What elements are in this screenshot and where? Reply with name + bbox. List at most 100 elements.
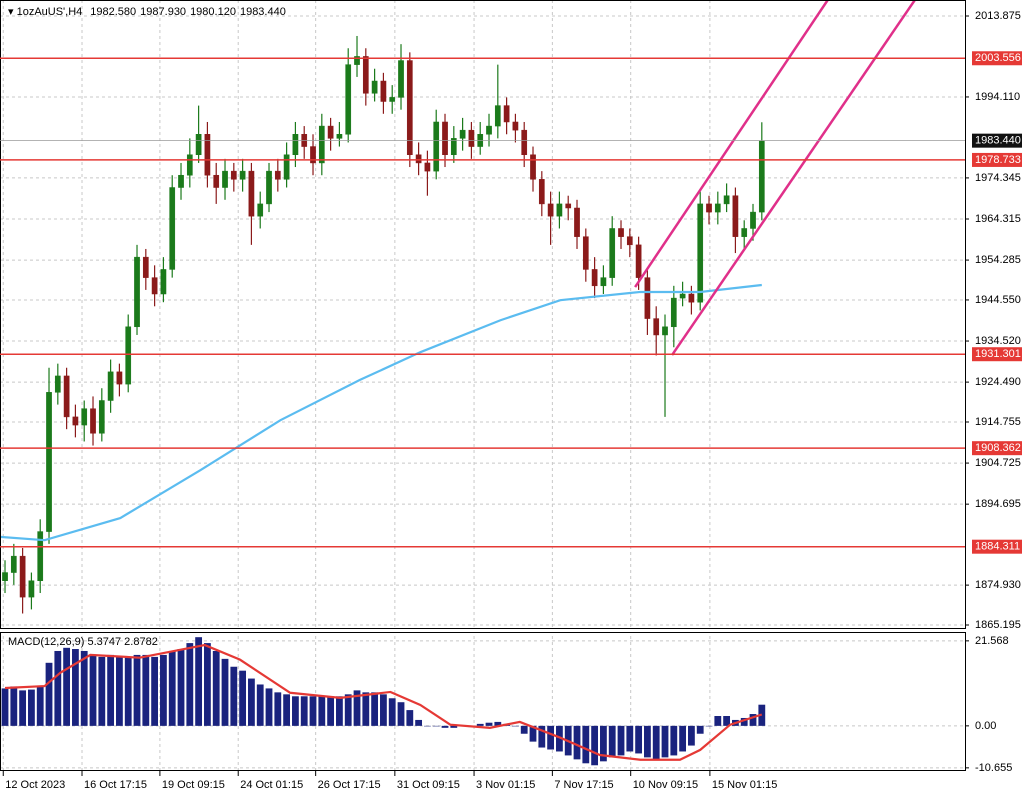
candle-body [732, 195, 739, 237]
candle-body [336, 134, 343, 139]
candle-body [538, 179, 545, 205]
histogram-bar [265, 688, 273, 726]
candle-body [512, 121, 519, 131]
histogram-bar [89, 654, 97, 726]
macd-pane-frame [0, 632, 966, 771]
y-tick-label: 21.568 [975, 635, 1009, 647]
histogram-bar [177, 649, 185, 726]
y-tick-label: 1904.725 [975, 457, 1021, 469]
candle-body [248, 170, 255, 217]
y-tick-label: 1934.520 [975, 335, 1021, 347]
candle-body [424, 162, 431, 172]
histogram-bar [300, 696, 308, 726]
level-label: 1978.733 [975, 154, 1021, 166]
histogram-bar [600, 725, 607, 762]
candle-body [503, 105, 510, 123]
candle-body [257, 203, 264, 217]
histogram-bar [617, 725, 625, 756]
candle-body [142, 256, 149, 278]
histogram-bar [239, 670, 247, 726]
histogram-bar [204, 643, 211, 726]
histogram-bar [151, 656, 159, 726]
candle-body [398, 60, 404, 98]
histogram-bar [45, 662, 53, 726]
x-tick-label: 24 Oct 01:15 [240, 779, 303, 791]
candle-body [222, 170, 228, 188]
candle-body [134, 256, 140, 328]
histogram-bar [476, 723, 484, 726]
x-tick-label: 3 Nov 01:15 [476, 779, 535, 791]
candle-body [644, 277, 651, 319]
histogram-bar [723, 716, 731, 726]
histogram-bar [256, 684, 264, 726]
candle-body [750, 211, 756, 229]
channel-line [671, 0, 916, 356]
histogram-bar [98, 656, 106, 726]
histogram-bar [432, 725, 440, 727]
x-tick-label: 16 Oct 17:15 [84, 779, 147, 791]
candle-body [19, 555, 26, 598]
candle-body [46, 392, 52, 532]
histogram-bar [626, 725, 634, 752]
histogram-bar [309, 696, 317, 726]
histogram-bar [142, 654, 150, 726]
histogram-bar [212, 650, 220, 726]
channel-line [634, 0, 829, 288]
histogram-bar [327, 696, 335, 726]
histogram-bar [652, 725, 660, 760]
y-tick-label: -10.655 [975, 762, 1012, 774]
candle-body [266, 170, 272, 205]
histogram-bar [124, 656, 132, 726]
histogram-bar [371, 692, 379, 726]
level-label-box [972, 539, 1022, 554]
histogram-bar [336, 696, 343, 726]
histogram-bar [63, 647, 71, 726]
candle-body [230, 170, 237, 180]
current-price-label: 1983.440 [975, 135, 1021, 147]
candle-body [670, 297, 677, 328]
candle-body [37, 531, 44, 581]
candle-body [90, 408, 96, 434]
candle-body [565, 203, 572, 209]
moving-average-line [0, 283, 762, 542]
candle-body [486, 125, 492, 135]
candle-body [406, 60, 413, 155]
candle-body [362, 56, 369, 94]
candle-body [54, 375, 61, 393]
candle-body [125, 326, 132, 385]
candle-body [81, 408, 88, 426]
y-tick-label: 1865.195 [975, 619, 1021, 631]
histogram-bar [221, 658, 229, 726]
candle-body [758, 140, 765, 213]
candle-body [28, 580, 35, 598]
candle-body [547, 203, 554, 217]
main-pane-frame [0, 0, 966, 629]
candle-body [468, 129, 475, 147]
level-label: 1931.301 [975, 348, 1021, 360]
candle-body [2, 572, 8, 581]
histogram-bar [28, 689, 35, 726]
candle-body [582, 236, 589, 270]
candle-body [345, 64, 352, 135]
histogram-bar [1, 688, 9, 726]
candle-body [380, 80, 387, 102]
y-tick-label: 1874.930 [975, 579, 1021, 591]
histogram-bar [512, 725, 519, 727]
y-tick-label: 1914.755 [975, 416, 1021, 428]
candle-body [292, 134, 299, 155]
x-tick-label: 26 Oct 17:15 [318, 779, 381, 791]
histogram-bar [714, 716, 722, 726]
histogram-bar [388, 698, 396, 726]
histogram-bar [195, 637, 203, 726]
candle-body [618, 228, 624, 237]
quote-open: 1982.580 [90, 6, 136, 18]
histogram-bar [644, 725, 651, 758]
histogram-bar [591, 725, 599, 766]
x-tick-label: 7 Nov 17:15 [554, 779, 613, 791]
candle-body [415, 154, 422, 164]
histogram-bar [424, 725, 431, 727]
candle-body [714, 203, 721, 213]
chart-header: ▾ 1ozAuUS',H4 1982.580 1987.930 1980.120 198… [8, 6, 286, 18]
candle-body [653, 318, 660, 336]
